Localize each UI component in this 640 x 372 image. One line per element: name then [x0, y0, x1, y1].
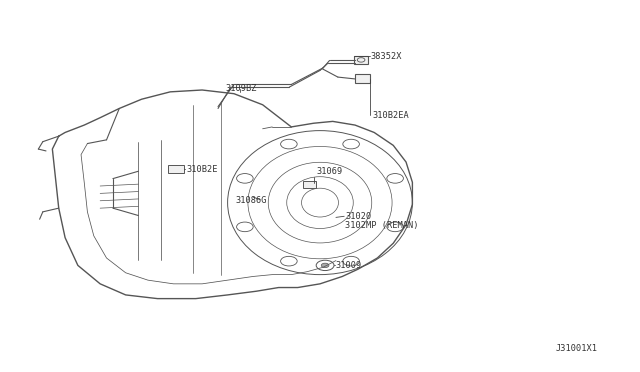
Text: 31069: 31069	[317, 167, 343, 176]
Circle shape	[321, 263, 329, 267]
Text: 31086G: 31086G	[236, 196, 268, 205]
FancyBboxPatch shape	[168, 165, 184, 173]
Circle shape	[343, 139, 360, 149]
Circle shape	[316, 260, 334, 270]
Text: 31009: 31009	[336, 261, 362, 270]
FancyBboxPatch shape	[354, 56, 369, 64]
Text: 3102MP (REMAN): 3102MP (REMAN)	[346, 221, 419, 230]
Text: 310B2E: 310B2E	[186, 164, 218, 173]
Circle shape	[237, 222, 253, 232]
Text: 310B2EA: 310B2EA	[372, 111, 409, 121]
FancyBboxPatch shape	[355, 74, 371, 83]
Text: 3109BZ: 3109BZ	[226, 84, 257, 93]
Circle shape	[280, 139, 297, 149]
Circle shape	[280, 256, 297, 266]
Circle shape	[237, 174, 253, 183]
Text: J31001X1: J31001X1	[555, 344, 597, 353]
FancyBboxPatch shape	[303, 181, 316, 188]
Text: 38352X: 38352X	[371, 52, 403, 61]
Circle shape	[343, 256, 360, 266]
Circle shape	[387, 174, 403, 183]
Text: 31020: 31020	[346, 212, 372, 221]
Circle shape	[387, 222, 403, 232]
